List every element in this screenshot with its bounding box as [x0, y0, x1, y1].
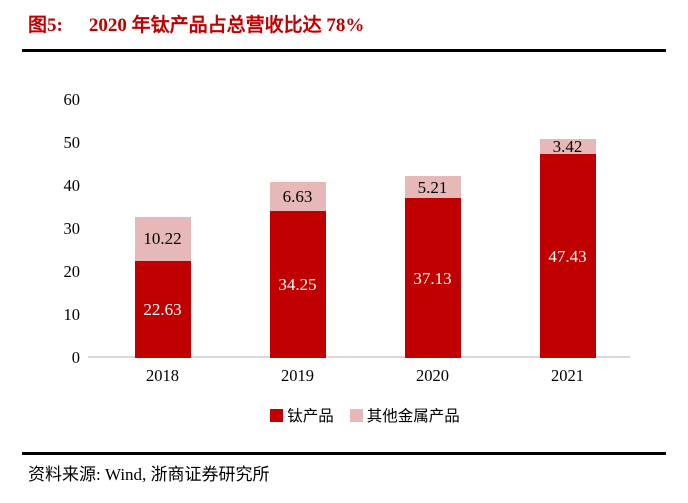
y-axis-tick-label: 10: [63, 305, 81, 324]
bar-segment: 10.22: [134, 216, 191, 261]
bar-segment: 6.63: [269, 182, 326, 211]
figure-title-row: 图5: 2020 年钛产品占总营收比达 78%: [28, 10, 364, 37]
legend-label: 其他金属产品: [366, 408, 460, 425]
x-axis-label: 2019: [281, 366, 314, 385]
bar-value-label: 34.25: [278, 274, 317, 294]
figure-title: 2020 年钛产品占总营收比达 78%: [88, 15, 365, 36]
x-axis-label: 2018: [146, 366, 179, 385]
stacked-bar-chart: 钛产品 其他金属产品 0 10 20 30 40 50 60 22.63 10.22 2018 34…: [0, 90, 688, 437]
bar-value-label: 47.43: [548, 246, 587, 266]
figure-number-label: 图5:: [28, 15, 63, 36]
bar-value-label: 37.13: [413, 268, 452, 288]
y-axis-tick-label: 40: [63, 176, 81, 195]
title-divider-line: [22, 49, 666, 52]
legend-label: 钛产品: [287, 408, 334, 425]
bar-segment: 5.21: [404, 175, 461, 199]
legend-item-other-metal-products: 其他金属产品: [349, 404, 460, 426]
bar-segment: 22.63: [134, 260, 191, 358]
y-axis-tick-label: 60: [63, 90, 81, 109]
x-axis-label: 2020: [416, 366, 449, 385]
y-axis-tick-label: 0: [71, 348, 80, 367]
source-divider-line: [22, 452, 666, 455]
bar-segment: 47.43: [539, 154, 596, 358]
bar-value-label: 22.63: [143, 299, 182, 319]
bar-segment: 3.42: [539, 137, 596, 157]
x-axis-label: 2021: [551, 366, 584, 385]
y-axis-tick-label: 30: [63, 219, 81, 238]
bar-value-label: 10.22: [143, 229, 182, 249]
bar-value-label: 5.21: [417, 177, 448, 197]
bar-value-label: 3.42: [552, 137, 583, 157]
bar-value-label: 6.63: [282, 186, 313, 206]
legend-swatch-pink: [349, 408, 363, 422]
bar-segment: 34.25: [269, 210, 326, 358]
y-axis-tick-label: 20: [63, 262, 81, 281]
y-axis-tick-label: 50: [63, 133, 81, 152]
x-axis-line: [88, 356, 630, 358]
source-note: 资料来源: Wind, 浙商证券研究所: [28, 465, 270, 484]
legend-item-titanium-products: 钛产品: [270, 404, 334, 426]
bar-segment: 37.13: [404, 198, 461, 358]
chart-legend: 钛产品 其他金属产品: [95, 404, 635, 426]
legend-swatch-red: [270, 408, 284, 422]
